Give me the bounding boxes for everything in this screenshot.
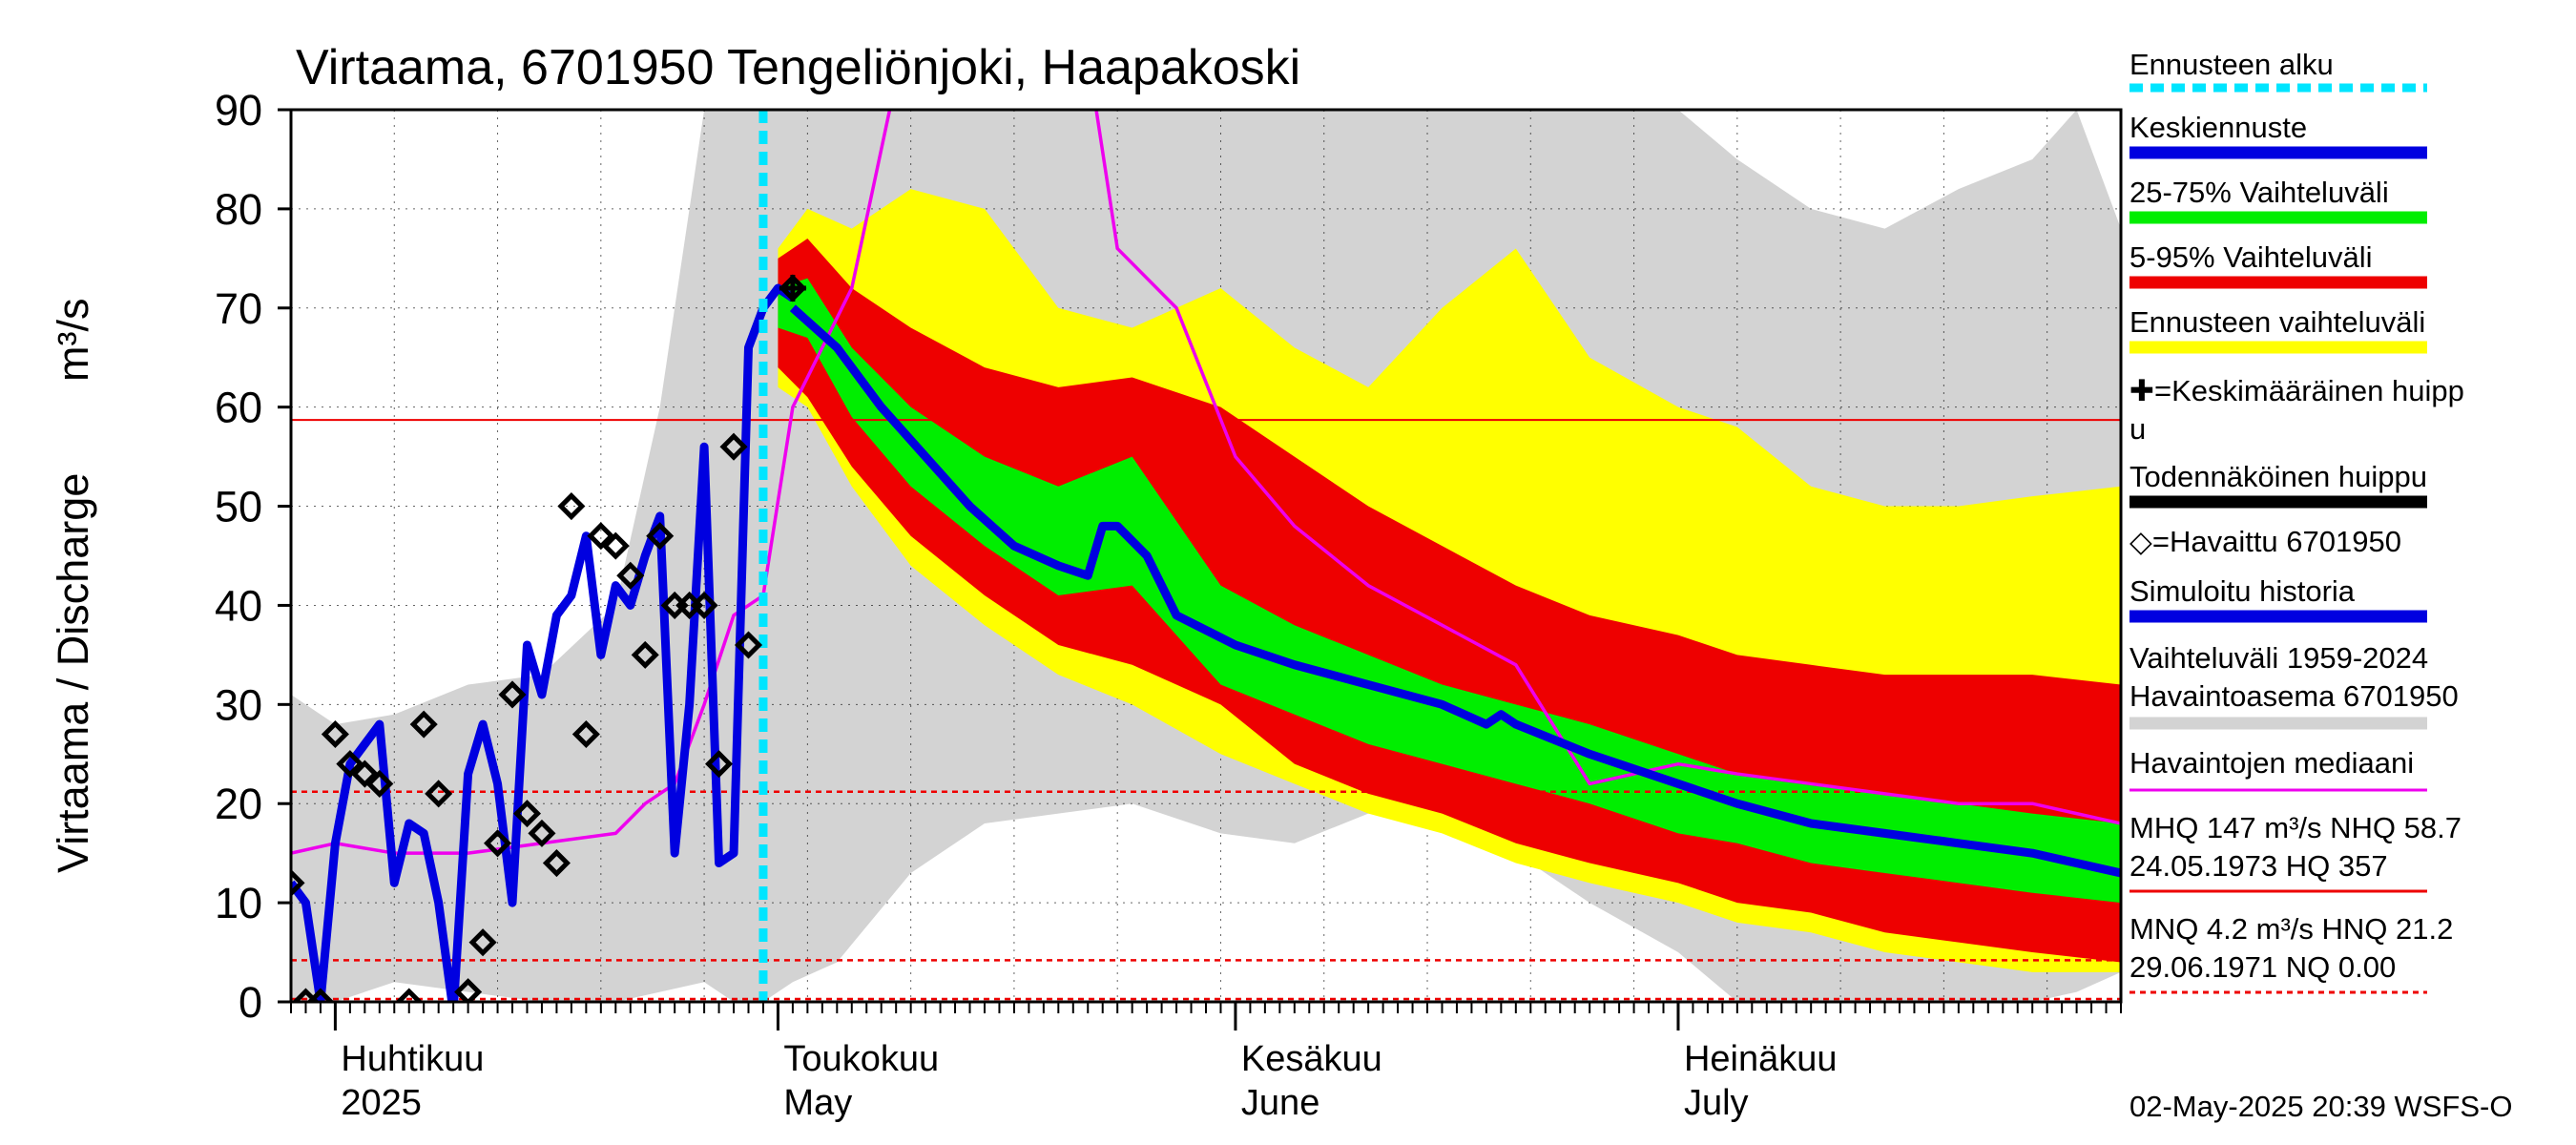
legend-label: Simuloitu historia bbox=[2129, 574, 2356, 608]
y-tick-label: 20 bbox=[215, 780, 262, 828]
observed-point bbox=[557, 492, 586, 521]
x-month-sublabel: June bbox=[1241, 1083, 1319, 1123]
simulated-history-line bbox=[291, 283, 796, 1002]
observed-point bbox=[646, 522, 675, 551]
y-tick-label: 0 bbox=[239, 978, 262, 1027]
y-tick-label: 70 bbox=[215, 284, 262, 333]
observed-point bbox=[690, 591, 718, 619]
observed-point bbox=[587, 522, 615, 551]
legend-label: MHQ 147 m³/s NHQ 58.7 bbox=[2129, 811, 2462, 844]
observed-point bbox=[616, 561, 645, 590]
chart-title: Virtaama, 6701950 Tengeliönjoki, Haapako… bbox=[296, 40, 1300, 95]
legend-label: MNQ 4.2 m³/s HNQ 21.2 bbox=[2129, 912, 2453, 946]
observed-point bbox=[484, 829, 512, 858]
x-month-sublabel: May bbox=[783, 1083, 852, 1123]
legend-label: 25-75% Vaihteluväli bbox=[2129, 176, 2389, 209]
x-month-label: Heinäkuu bbox=[1684, 1039, 1838, 1079]
y-tick-label: 40 bbox=[215, 581, 262, 630]
legend-label: Vaihteluväli 1959-2024 bbox=[2129, 641, 2428, 675]
observed-point bbox=[425, 780, 453, 808]
observed-point bbox=[705, 750, 734, 779]
legend-label-line2: 24.05.1973 HQ 357 bbox=[2129, 849, 2388, 883]
observed-point bbox=[571, 719, 600, 749]
x-month-label: Toukokuu bbox=[783, 1039, 939, 1079]
legend-label-line2: u bbox=[2129, 412, 2146, 446]
observed-point bbox=[291, 868, 305, 897]
footer-timestamp: 02-May-2025 20:39 WSFS-O bbox=[2129, 1090, 2512, 1123]
observed-point bbox=[365, 769, 394, 798]
observed-point bbox=[601, 531, 630, 560]
observed-point bbox=[321, 719, 349, 749]
observed-point bbox=[528, 819, 556, 847]
x-month-label: Kesäkuu bbox=[1241, 1039, 1382, 1079]
legend-label: Todennäköinen huippu bbox=[2129, 460, 2427, 493]
observed-point bbox=[468, 928, 497, 957]
legend-label: Keskiennuste bbox=[2129, 111, 2307, 144]
observed-point bbox=[719, 432, 748, 461]
legend-label-line2: Havaintoasema 6701950 bbox=[2129, 679, 2459, 713]
legend-label: 5-95% Vaihteluväli bbox=[2129, 240, 2372, 274]
observed-point bbox=[498, 680, 527, 709]
observed-point bbox=[395, 988, 424, 1002]
x-month-label: Huhtikuu bbox=[341, 1039, 484, 1079]
legend-label: ◇=Havaittu 6701950 bbox=[2129, 525, 2401, 558]
y-axis-unit: m³/s bbox=[49, 299, 97, 382]
mean-peak-marker bbox=[779, 275, 806, 302]
y-tick-label: 60 bbox=[215, 384, 262, 432]
x-month-sublabel: 2025 bbox=[341, 1083, 422, 1123]
observed-point bbox=[542, 849, 571, 878]
range-25-75-band bbox=[778, 278, 2121, 904]
observed-point bbox=[631, 640, 659, 669]
observed-point bbox=[454, 978, 483, 1002]
y-tick-label: 10 bbox=[215, 879, 262, 927]
median-line bbox=[291, 110, 2121, 855]
legend-label: ✚=Keskimääräinen huipp bbox=[2129, 374, 2464, 407]
x-month-sublabel: July bbox=[1684, 1083, 1749, 1123]
y-tick-label: 50 bbox=[215, 483, 262, 531]
legend-label-line2: 29.06.1971 NQ 0.00 bbox=[2129, 950, 2396, 984]
legend-label: Havaintojen mediaani bbox=[2129, 746, 2414, 780]
y-tick-label: 30 bbox=[215, 680, 262, 729]
observed-point bbox=[350, 760, 379, 788]
y-tick-label: 80 bbox=[215, 185, 262, 234]
observed-point bbox=[336, 750, 364, 779]
mean-forecast-line bbox=[789, 304, 2121, 878]
y-tick-label: 90 bbox=[215, 86, 262, 135]
y-axis-label: Virtaama / Discharge bbox=[49, 473, 97, 873]
legend-label: Ennusteen vaihteluväli bbox=[2129, 305, 2425, 339]
observed-point bbox=[306, 988, 335, 1002]
observed-point bbox=[409, 710, 438, 739]
legend-label: Ennusteen alku bbox=[2129, 48, 2334, 81]
observed-point bbox=[512, 800, 542, 828]
observed-point bbox=[734, 631, 763, 659]
